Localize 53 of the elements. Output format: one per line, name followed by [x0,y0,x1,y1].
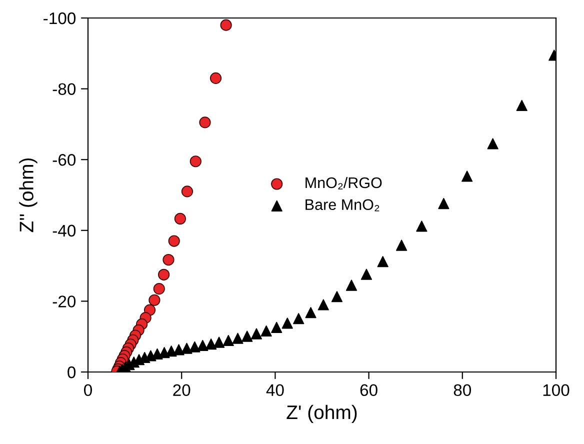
point [206,338,217,350]
y-tick-label: -40 [52,224,76,237]
y-tick-label: -60 [52,154,76,166]
y-tick-label: -100 [44,12,76,24]
x-tick-label: 100 [543,384,570,396]
point [213,336,225,348]
x-tick-label: 80 [454,384,472,396]
y-tick-label: 0 [68,366,76,378]
point [148,294,160,306]
point [360,268,372,280]
y-tick-label: -80 [52,83,76,96]
point [396,240,408,251]
x-tick-label: 60 [360,384,378,396]
point [377,256,388,268]
point [438,198,450,210]
point [250,328,262,340]
y-axis-title: Z'' (ohm) [19,158,38,232]
point [242,330,253,342]
point [346,280,358,291]
point [162,254,174,266]
point [210,72,222,84]
legend-label: Bare MnO₂ [306,199,380,212]
point [181,342,192,354]
x-tick-label: 20 [173,384,190,396]
point [260,325,272,337]
point [199,116,211,128]
y-tick-label: -20 [52,296,76,308]
point [462,170,473,182]
point [197,340,208,352]
point [416,220,428,232]
point [181,186,194,198]
point [331,291,343,302]
point [222,334,234,346]
point [282,318,293,329]
point [318,299,329,310]
point [174,212,186,225]
point [232,332,244,344]
x-axis-title: Z' (ohm) [286,404,357,424]
point [487,138,498,150]
point [189,341,200,352]
point [190,156,202,168]
legend-label: MnO₂/RGO [306,176,382,190]
point [153,283,165,295]
point [293,312,304,324]
point [158,268,170,280]
point [220,19,232,31]
point [305,306,316,318]
point [516,100,528,112]
x-tick-label: 0 [84,384,92,396]
point [168,235,180,247]
point [271,322,282,333]
point [173,344,184,356]
x-tick-label: 40 [266,384,284,396]
